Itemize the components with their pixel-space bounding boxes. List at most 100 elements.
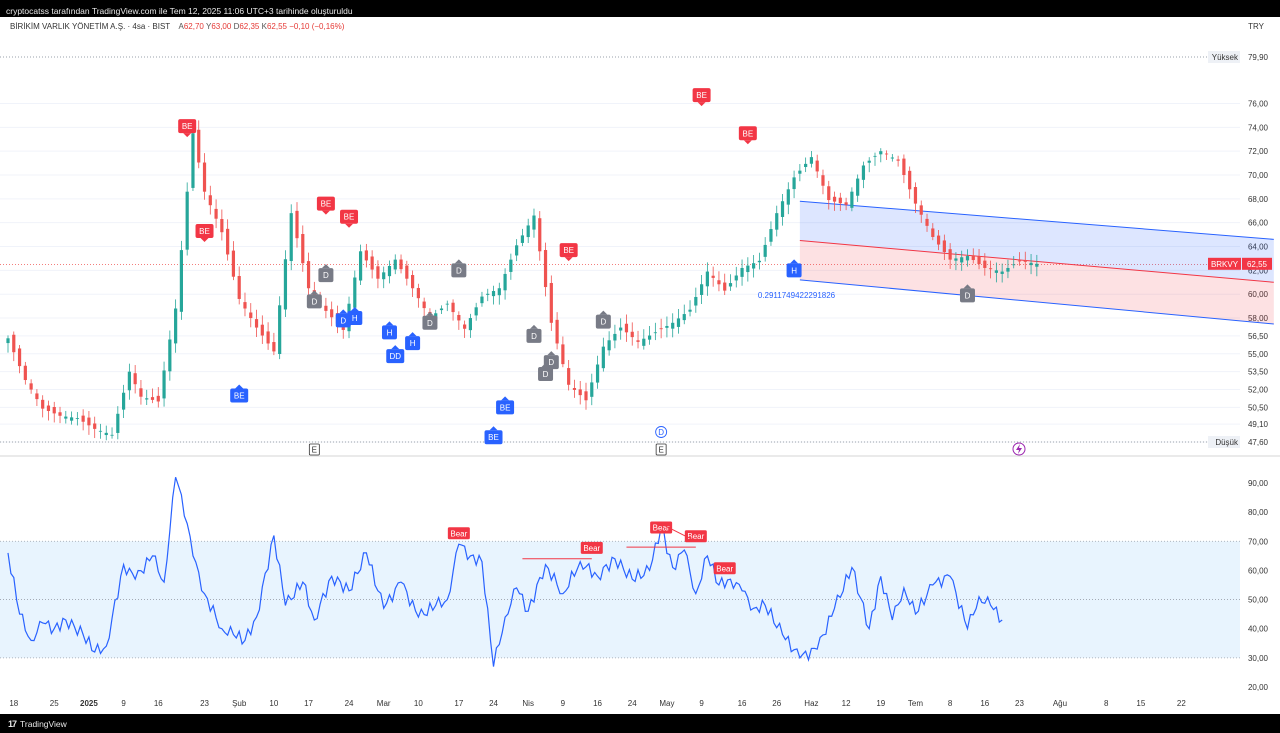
- candle-body: [1017, 260, 1022, 262]
- rsi-axis-tick: 90,00: [1248, 479, 1269, 488]
- signal-marker-pointer: [547, 351, 556, 356]
- signal-marker-box: [496, 400, 515, 415]
- chart-canvas[interactable]: 76,00 74,00 72,00 70,00 68,00 66,00 64,00 62,00…: [0, 17, 1280, 714]
- candle-body: [29, 383, 33, 390]
- signal-marker-box: [786, 263, 802, 278]
- candle-body: [763, 244, 767, 257]
- rsi-divergence-label: Bear: [687, 532, 704, 541]
- candle-body: [283, 259, 288, 310]
- rsi-axis-tick: 70,00: [1248, 537, 1269, 546]
- open-label: A: [178, 22, 184, 31]
- signal-marker-pointer: [350, 307, 359, 312]
- candle-body: [1023, 260, 1027, 262]
- rsi-axis-tick: 50,00: [1248, 596, 1269, 605]
- signal-marker-label: D: [531, 332, 537, 341]
- event-marker-box: [308, 443, 320, 456]
- signal-marker-label: D: [427, 319, 433, 328]
- signal-marker-pointer: [541, 363, 550, 368]
- candle-body: [757, 260, 761, 263]
- x-axis-tick: 10: [414, 699, 423, 708]
- candle-body: [983, 260, 987, 268]
- x-axis-tick: 25: [50, 699, 59, 708]
- x-axis-tick: 24: [628, 699, 637, 708]
- candle-body: [330, 309, 334, 318]
- signal-marker-box: [692, 88, 711, 103]
- signal-marker-label: BE: [234, 392, 245, 401]
- candle-body: [202, 162, 207, 192]
- candle-body: [676, 318, 681, 327]
- candle-body: [64, 416, 68, 419]
- x-axis-tick: Ağu: [1053, 699, 1067, 708]
- event-marker: E: [655, 443, 667, 456]
- signal-marker-label: H: [791, 266, 797, 275]
- candle-body: [104, 432, 108, 436]
- candle-body: [942, 240, 946, 253]
- signal-marker: BE: [178, 119, 197, 138]
- candle-body: [705, 271, 709, 287]
- signal-marker: DD: [386, 345, 405, 364]
- candle-body: [191, 133, 195, 188]
- rsi-divergence-label: Bear: [716, 564, 733, 573]
- signal-marker: D: [595, 310, 611, 329]
- candle-body: [780, 201, 785, 217]
- signal-marker: BE: [230, 384, 249, 403]
- x-axis-tick: Mar: [377, 699, 391, 708]
- event-marker-label: E: [658, 446, 663, 455]
- signal-marker-pointer: [321, 264, 330, 269]
- chart-frame[interactable]: BİRİKİM VARLIK YÖNETİM A.Ş. · 4sa · BIST…: [0, 17, 1280, 714]
- x-axis-tick: Şub: [232, 699, 247, 708]
- price-axis-tick: 58,00: [1248, 314, 1269, 323]
- candle-body: [17, 348, 22, 367]
- candle-body: [619, 327, 623, 331]
- low-label: D: [233, 22, 240, 31]
- signal-marker: BE: [496, 396, 515, 415]
- signal-marker-box: [306, 294, 322, 309]
- rsi-axis-tick: 40,00: [1248, 625, 1269, 634]
- candle-body: [98, 430, 103, 432]
- candle-body: [965, 256, 970, 261]
- candle-body: [636, 340, 640, 342]
- tradingview-logo[interactable]: 17 TradingView: [8, 718, 67, 730]
- candle-body: [463, 324, 467, 329]
- rsi-divergence-tag: Bear: [684, 530, 707, 543]
- rsi-axis-tick: 80,00: [1248, 508, 1269, 517]
- candle-body: [185, 191, 189, 250]
- candle-body: [122, 392, 126, 410]
- x-axis-tick: 23: [200, 699, 209, 708]
- candle-body: [411, 275, 415, 289]
- last-price-badge-value: 62,55: [1247, 260, 1268, 269]
- candle-body: [208, 195, 212, 206]
- candle-body: [58, 412, 62, 416]
- low-marker-bg: [1208, 436, 1240, 448]
- candle-body: [52, 407, 56, 414]
- candle-body: [671, 322, 675, 329]
- candle-body: [12, 334, 16, 353]
- signal-marker-label: H: [410, 339, 416, 348]
- signal-marker: BE: [316, 196, 335, 215]
- x-axis-tick: 10: [269, 699, 278, 708]
- candle-body: [110, 434, 114, 436]
- candle-body: [578, 389, 582, 396]
- signal-marker-label: H: [387, 328, 393, 337]
- x-axis-tick: 8: [1104, 699, 1109, 708]
- signal-marker-pointer: [200, 238, 209, 243]
- regression-label: 0.2911749422291826: [758, 291, 836, 300]
- candle-body: [220, 219, 224, 233]
- candle-body: [503, 273, 507, 291]
- signal-marker: H: [786, 259, 802, 278]
- signal-marker-label: H: [352, 314, 358, 323]
- candle-body: [254, 319, 259, 328]
- signal-marker-pointer: [391, 345, 400, 350]
- candle-body: [543, 249, 548, 288]
- candle-body: [260, 324, 264, 336]
- candle-body: [364, 250, 368, 261]
- candle-body: [150, 397, 155, 400]
- signal-marker-box: [422, 315, 438, 330]
- signal-marker-pointer: [454, 259, 463, 264]
- candle-body: [306, 261, 311, 289]
- candle-body: [925, 218, 929, 226]
- candle-body: [301, 234, 305, 264]
- candle-body: [647, 335, 652, 340]
- candle-body: [491, 291, 496, 297]
- x-axis-tick: May: [659, 699, 674, 708]
